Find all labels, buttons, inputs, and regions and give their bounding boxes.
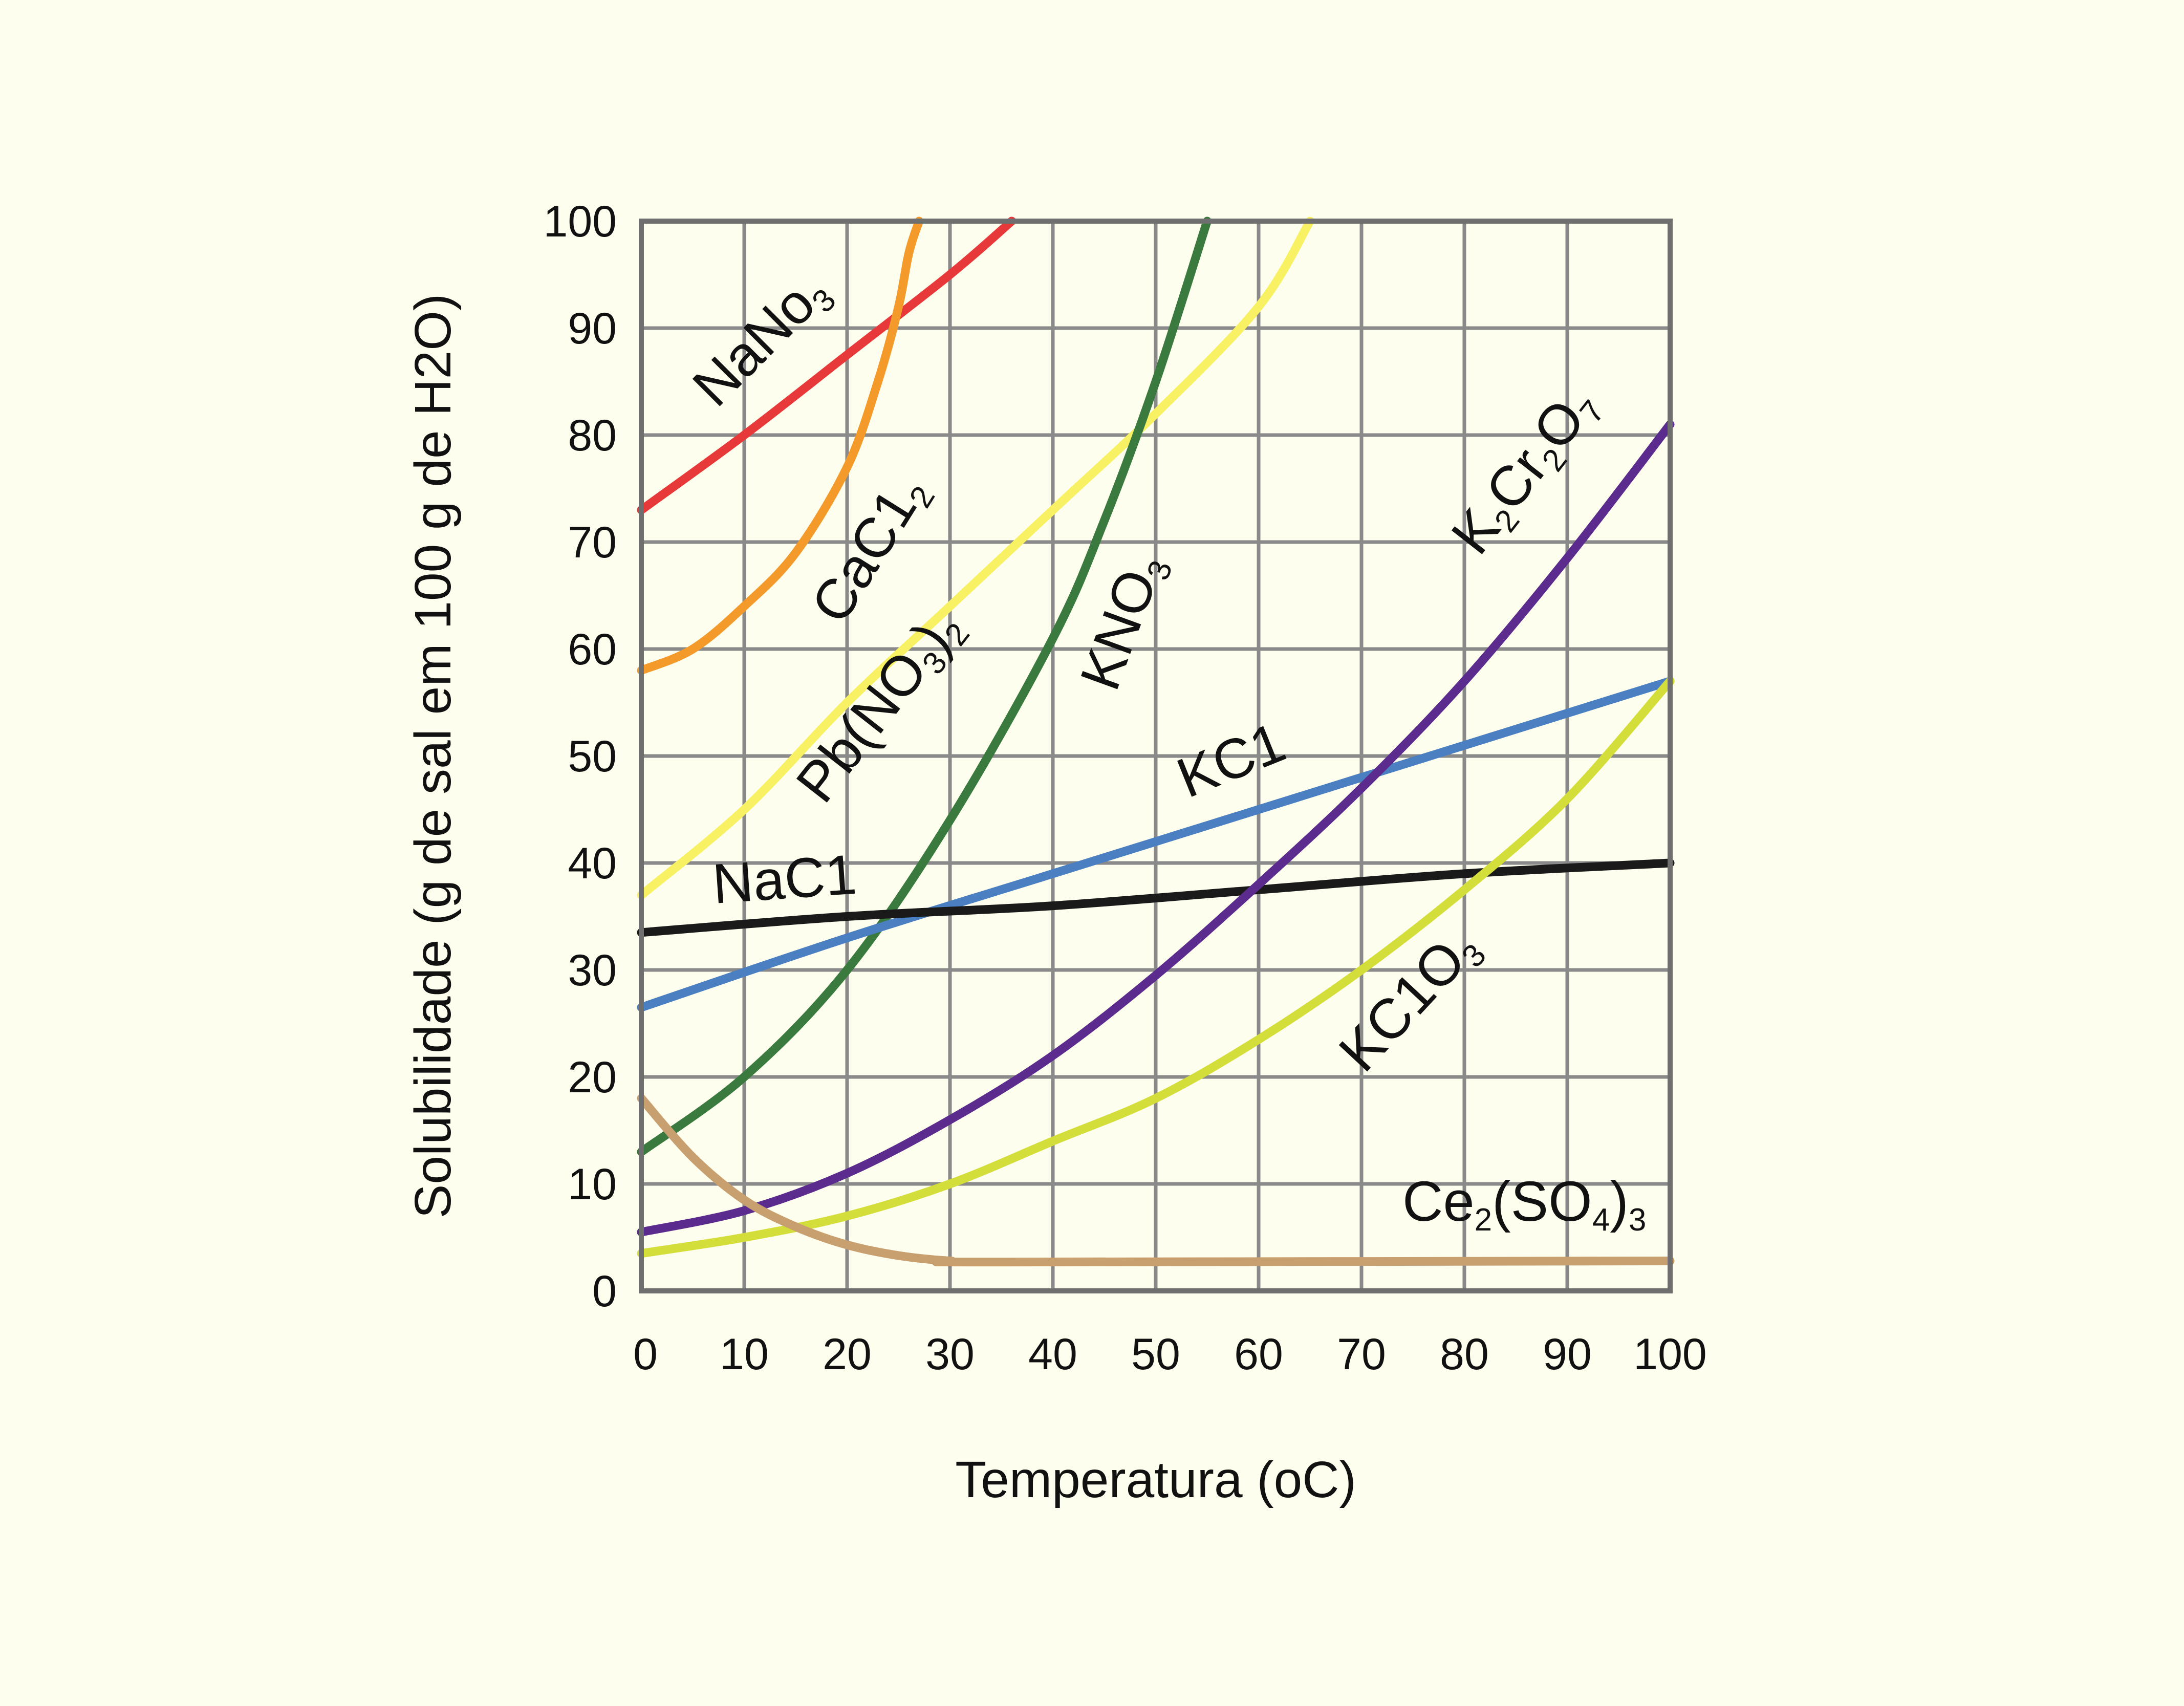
plot-frame <box>639 219 1673 1293</box>
label-cac12: CaC12 <box>799 463 942 636</box>
series-line-3 <box>637 217 1212 1156</box>
y-tick-label: 90 <box>568 304 617 353</box>
y-axis-title: Solubilidade (g de sal em 100 g de H2O) <box>404 294 462 1219</box>
label-nac1: NaC1 <box>710 843 858 916</box>
y-tick-label: 60 <box>568 625 617 674</box>
label-ce2so43: Ce2(SO4)3 <box>1402 1170 1646 1238</box>
series-line-6 <box>637 420 1675 1237</box>
series-lines <box>637 217 1675 1267</box>
series-line-2 <box>637 217 1314 900</box>
y-tick-label: 30 <box>568 946 617 995</box>
series-line-1 <box>637 217 924 675</box>
x-tick-label: 100 <box>1633 1330 1707 1379</box>
x-tick-label: 40 <box>1028 1330 1077 1379</box>
y-tick-label: 80 <box>568 411 617 460</box>
y-tick-label: 100 <box>544 197 617 246</box>
x-tick-label: 60 <box>1234 1330 1283 1379</box>
x-tick-labels: 0 10 20 30 40 50 60 70 80 90 100 <box>633 1330 1707 1379</box>
y-tick-label: 10 <box>568 1160 617 1209</box>
x-axis-title: Temperatura (oC) <box>955 1451 1356 1508</box>
label-nano3: NaNo3 <box>681 260 842 421</box>
x-tick-label: 70 <box>1337 1330 1386 1379</box>
y-tick-label: 70 <box>568 518 617 567</box>
y-tick-label: 50 <box>568 732 617 781</box>
series-line-0 <box>637 217 1017 514</box>
x-tick-label: 20 <box>823 1330 872 1379</box>
y-tick-label: 0 <box>592 1267 617 1316</box>
x-tick-label: 50 <box>1131 1330 1180 1379</box>
label-kno3: KNO3 <box>1068 545 1179 699</box>
x-tick-label: 90 <box>1543 1330 1592 1379</box>
x-tick-label: 80 <box>1440 1330 1489 1379</box>
series-line-4 <box>637 677 1675 1012</box>
series-line-7 <box>637 677 1675 1258</box>
label-kc1o3: KC1O3 <box>1327 915 1493 1086</box>
label-kc1: KC1 <box>1169 710 1294 810</box>
y-tick-labels: 0 10 20 30 40 50 60 70 80 90 100 <box>544 197 617 1316</box>
series-line-5 <box>637 858 1675 937</box>
y-tick-label: 20 <box>568 1053 617 1102</box>
x-tick-label: 30 <box>925 1330 975 1379</box>
y-tick-label: 40 <box>568 839 617 888</box>
label-pbno32: Pb(NO3)2 <box>784 597 977 816</box>
x-tick-label: 0 <box>633 1330 658 1379</box>
x-tick-label: 10 <box>720 1330 769 1379</box>
series-line-8 <box>637 1094 1675 1267</box>
